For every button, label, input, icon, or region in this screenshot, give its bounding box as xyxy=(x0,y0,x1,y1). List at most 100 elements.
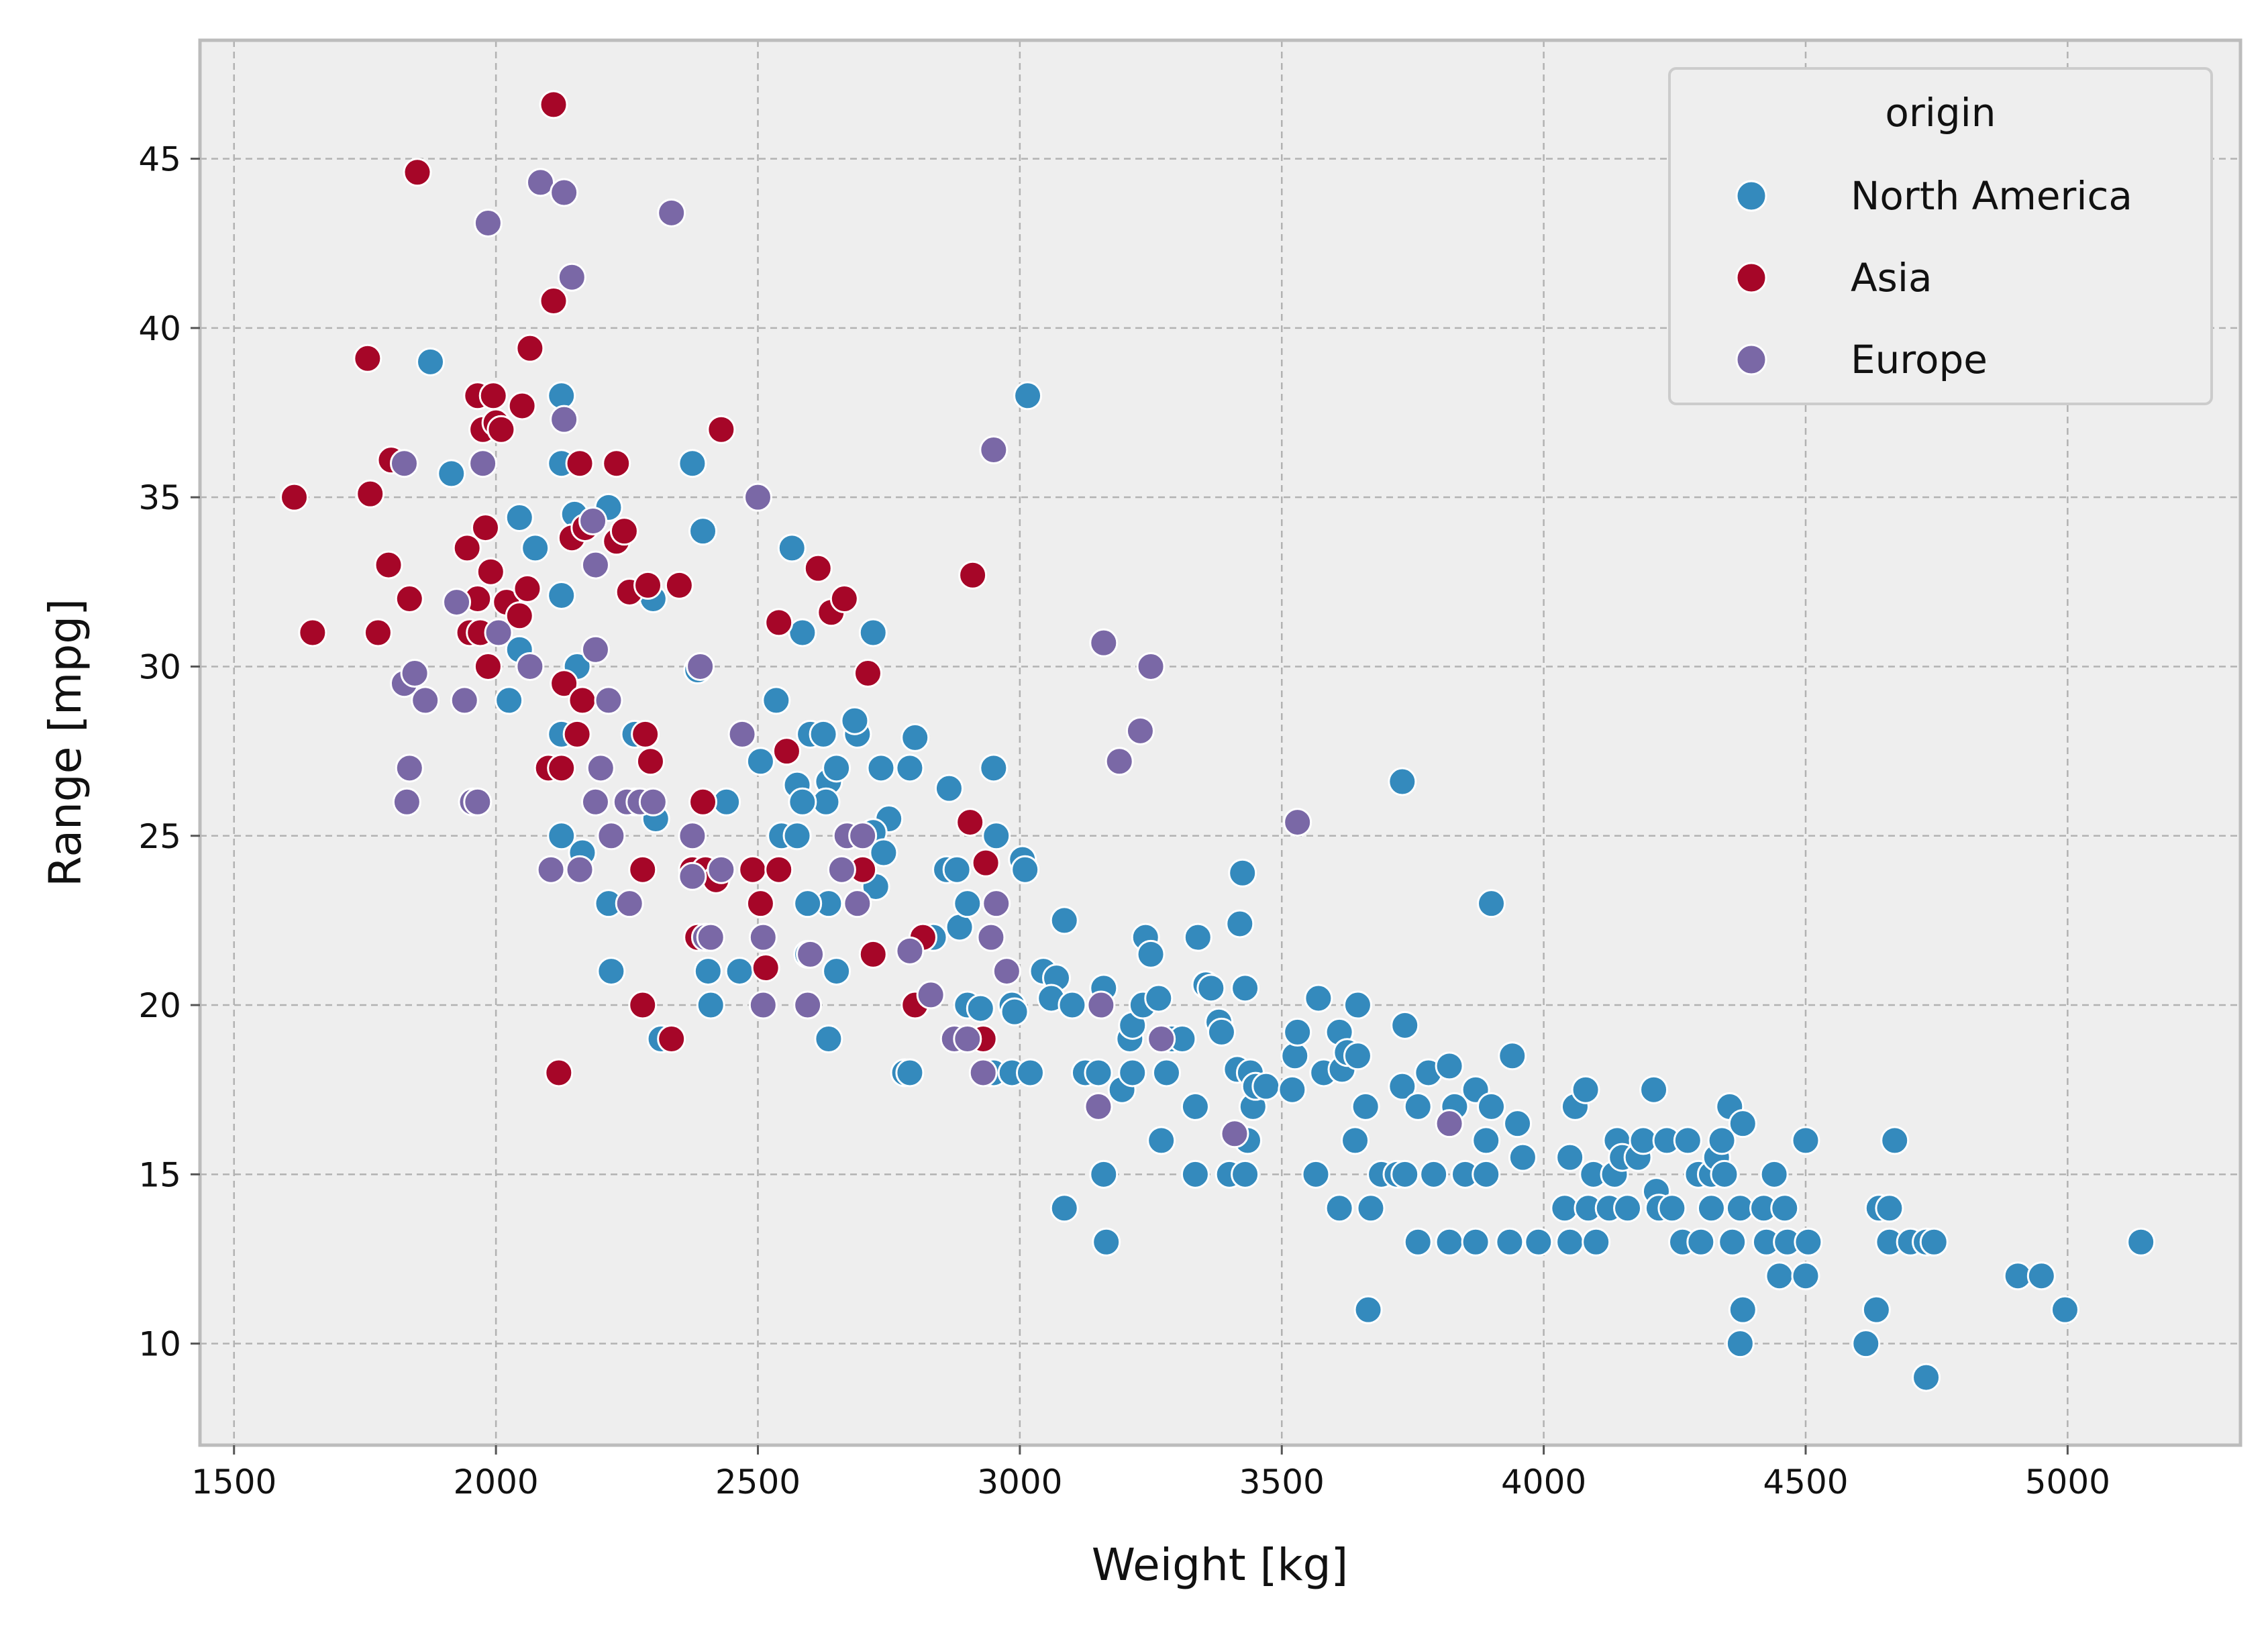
data-point xyxy=(748,923,778,952)
data-point xyxy=(953,1024,982,1054)
data-point xyxy=(631,719,660,749)
data-point xyxy=(1136,651,1166,681)
data-point xyxy=(1118,1058,1147,1088)
data-point xyxy=(1791,1261,1820,1291)
data-point xyxy=(1435,1109,1464,1139)
data-point xyxy=(562,719,592,749)
data-point xyxy=(686,651,715,681)
data-point xyxy=(853,659,882,688)
data-point xyxy=(956,808,985,837)
data-point xyxy=(1341,1126,1370,1155)
data-point xyxy=(895,1058,925,1088)
data-point xyxy=(544,1058,574,1088)
data-point xyxy=(1049,1194,1079,1223)
data-point xyxy=(1089,1159,1119,1189)
data-point xyxy=(1220,1119,1249,1149)
data-point xyxy=(814,1024,843,1054)
data-point xyxy=(793,889,823,918)
data-point xyxy=(473,651,503,681)
legend-title: origin xyxy=(1885,90,1996,136)
data-point xyxy=(1472,1126,1501,1155)
data-point xyxy=(495,686,524,715)
data-point xyxy=(628,990,658,1020)
data-point xyxy=(1419,1159,1449,1189)
data-point xyxy=(796,939,825,969)
data-point xyxy=(521,533,550,563)
data-point xyxy=(1582,1227,1611,1257)
data-point xyxy=(1086,990,1116,1020)
data-point xyxy=(829,584,859,614)
data-point xyxy=(764,608,794,637)
data-point xyxy=(1388,1071,1417,1101)
data-point xyxy=(843,889,872,918)
data-point xyxy=(979,435,1009,465)
data-point xyxy=(992,957,1021,986)
data-point xyxy=(633,570,663,600)
data-point xyxy=(1353,1295,1383,1324)
data-point xyxy=(1403,1092,1433,1121)
data-point xyxy=(751,953,780,983)
plot-frame xyxy=(198,38,2243,1447)
y-tick-label: 30 xyxy=(138,647,181,686)
x-axis-label: Weight [kg] xyxy=(1092,1539,1349,1591)
data-points xyxy=(280,90,2156,1392)
data-point xyxy=(476,557,505,586)
data-point xyxy=(515,651,545,681)
data-point xyxy=(982,821,1011,851)
data-point xyxy=(1861,1295,1891,1324)
data-point xyxy=(580,787,610,817)
data-point xyxy=(664,570,694,600)
data-point xyxy=(1089,628,1119,657)
data-point xyxy=(869,838,898,867)
data-point xyxy=(484,618,513,647)
data-point xyxy=(635,747,665,776)
data-point xyxy=(468,449,498,478)
y-tick-label: 15 xyxy=(138,1155,181,1194)
data-point xyxy=(547,581,576,611)
data-point xyxy=(395,584,424,614)
data-point xyxy=(858,618,888,647)
y-axis-label: Range [mpg] xyxy=(40,598,91,887)
data-point xyxy=(602,449,631,478)
data-point xyxy=(280,482,309,512)
data-point xyxy=(1136,939,1166,969)
data-point xyxy=(452,533,482,563)
data-point xyxy=(1503,1109,1533,1139)
legend-marker xyxy=(1735,180,1767,212)
data-point xyxy=(916,980,945,1010)
data-point xyxy=(1325,1194,1354,1223)
data-point xyxy=(437,459,466,488)
data-point xyxy=(450,686,479,715)
data-point xyxy=(1875,1194,1904,1223)
y-tick-label: 20 xyxy=(138,986,181,1025)
data-point xyxy=(1657,1194,1687,1223)
data-point xyxy=(550,669,579,698)
x-tick-label: 2500 xyxy=(715,1463,801,1502)
data-point xyxy=(389,449,419,478)
data-point xyxy=(395,753,424,783)
data-point xyxy=(696,923,725,952)
data-point xyxy=(678,861,707,891)
data-point xyxy=(615,889,644,918)
data-point xyxy=(536,855,566,884)
data-point xyxy=(688,517,718,546)
data-point xyxy=(895,936,925,965)
data-point xyxy=(1639,1075,1669,1104)
data-point xyxy=(979,753,1009,783)
data-point xyxy=(392,787,421,817)
data-point xyxy=(1147,1126,1176,1155)
data-point xyxy=(580,550,610,580)
data-point xyxy=(678,449,707,478)
data-point xyxy=(411,686,440,715)
data-point xyxy=(1049,906,1079,935)
data-point xyxy=(971,848,1000,878)
data-point xyxy=(1283,1017,1312,1047)
data-point xyxy=(727,719,757,749)
data-point xyxy=(1084,1058,1113,1088)
data-point xyxy=(858,939,888,969)
data-point xyxy=(1851,1329,1881,1359)
data-point xyxy=(1728,1109,1757,1139)
data-point xyxy=(725,957,754,986)
data-point xyxy=(1206,1017,1236,1047)
data-point xyxy=(547,753,576,783)
